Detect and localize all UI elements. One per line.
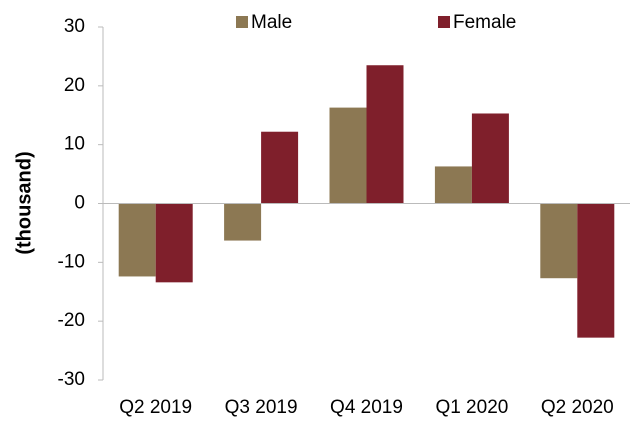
x-tick-label: Q2 2020 [541,397,614,418]
y-tick-label: -10 [58,251,85,272]
bar [329,107,367,204]
legend-swatch [438,16,450,28]
y-tick-label: -20 [58,310,85,331]
x-tick-label: Q4 2019 [330,397,403,418]
bar [577,203,615,338]
bar [471,113,509,204]
y-tick-label: 10 [64,134,85,155]
x-tick-label: Q3 2019 [225,397,298,418]
bar [155,203,193,283]
bar [261,131,299,204]
y-tick-label: 20 [64,75,85,96]
y-tick-label: 30 [64,16,85,37]
legend-label: Male [251,12,292,33]
y-axis-label: (thousand) [13,151,35,254]
x-tick-label: Q2 2019 [119,397,192,418]
bar [540,203,578,279]
bar [434,166,472,204]
bar [366,65,404,204]
y-tick-label: 0 [74,193,85,214]
bar [118,203,156,277]
x-tick-label: Q1 2020 [435,397,508,418]
legend-label: Female [453,12,516,33]
bar [224,203,262,241]
y-tick-label: -30 [58,369,85,390]
legend-swatch [236,16,248,28]
